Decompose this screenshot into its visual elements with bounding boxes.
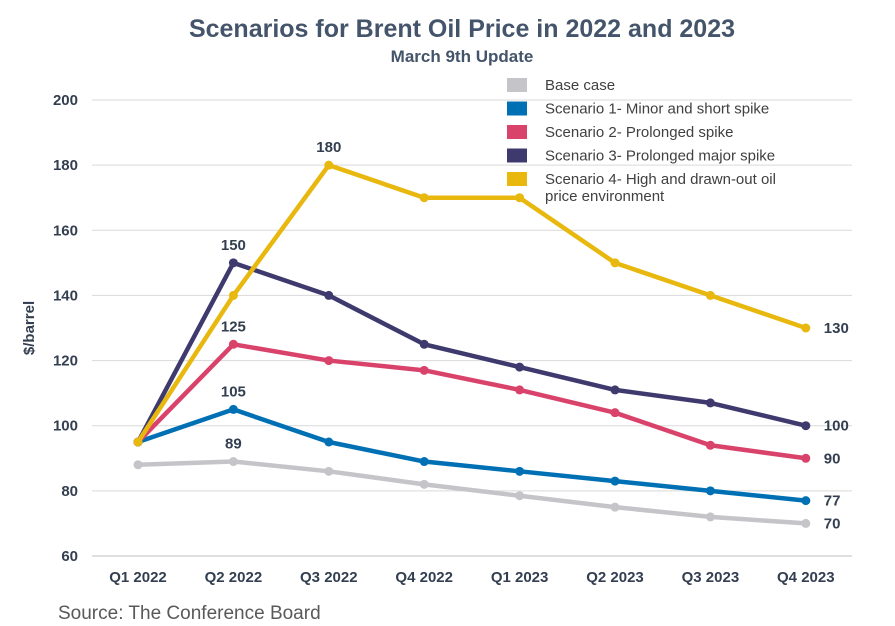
data-point [228, 290, 238, 300]
data-point [801, 421, 811, 431]
series-line [137, 459, 806, 526]
data-label: 125 [221, 318, 246, 335]
data-point [705, 440, 715, 450]
series-lines [133, 160, 811, 528]
y-axis-label: $/barrel [21, 301, 38, 355]
series-4 [133, 160, 811, 447]
data-point [515, 491, 525, 501]
series-3 [133, 258, 811, 447]
data-label: 90 [824, 450, 841, 467]
data-point [705, 512, 715, 522]
axes: 60 80 100 120 140 160 180 200 Q1 2022 Q2 2022 Q3 2… [53, 92, 852, 586]
data-point [801, 323, 811, 333]
data-point [133, 437, 143, 447]
data-label: 100 [824, 418, 849, 435]
data-point [515, 193, 525, 203]
y-tick-label: 80 [61, 483, 78, 500]
legend-swatch [507, 172, 527, 186]
data-point [324, 290, 334, 300]
chart-subtitle: March 9th Update [391, 47, 534, 66]
data-point [419, 365, 429, 375]
data-point [801, 518, 811, 528]
legend-label: price environment [545, 188, 665, 205]
data-point [324, 160, 334, 170]
legend-swatch [507, 78, 527, 92]
legend-label: Scenario 3- Prolonged major spike [545, 148, 775, 165]
data-point [324, 466, 334, 476]
x-tick-label: Q3 2023 [682, 569, 740, 586]
data-point [324, 437, 334, 447]
data-label: 150 [221, 237, 246, 254]
data-point [705, 290, 715, 300]
legend-label: Scenario 1- Minor and short spike [545, 101, 769, 118]
data-point [228, 258, 238, 268]
y-tick-label: 140 [53, 287, 78, 304]
data-point [610, 502, 620, 512]
x-tick-label: Q4 2022 [395, 569, 453, 586]
x-tick-label: Q2 2023 [586, 569, 644, 586]
chart-title: Scenarios for Brent Oil Price in 2022 an… [189, 15, 735, 43]
data-point [324, 356, 334, 366]
series-line [137, 407, 807, 503]
series-line [136, 342, 807, 461]
legend-swatch [507, 148, 527, 163]
legend-label: Scenario 4- High and drawn-out oil [545, 171, 776, 188]
source-note: Source: The Conference Board [58, 603, 321, 624]
data-point [133, 460, 143, 470]
data-point [419, 339, 429, 349]
x-tick-label: Q3 2022 [300, 569, 358, 586]
data-label: 130 [824, 320, 849, 337]
data-label: 105 [221, 383, 246, 400]
data-point [705, 398, 715, 408]
data-label: 180 [316, 139, 341, 156]
series-line [136, 162, 807, 444]
data-point [419, 457, 429, 467]
data-point [515, 362, 525, 372]
data-point [228, 457, 238, 467]
legend-label: Base case [545, 77, 615, 94]
data-point [515, 385, 525, 395]
legend-label: Scenario 2- Prolonged spike [545, 124, 733, 141]
x-tick-label: Q1 2023 [491, 569, 549, 586]
x-tick-label: Q2 2022 [205, 569, 263, 586]
x-tick-label: Q1 2022 [109, 569, 167, 586]
data-label: 77 [824, 493, 841, 510]
data-point [610, 385, 620, 395]
data-labels: 89 70 105 77 125 90 150 100 180 130 [221, 139, 849, 532]
data-point [610, 408, 620, 418]
data-point [228, 404, 238, 414]
y-tick-label: 180 [53, 157, 78, 174]
data-point [705, 486, 715, 496]
legend-swatch [507, 101, 527, 116]
data-point [801, 453, 811, 463]
data-point [419, 193, 429, 203]
data-point [515, 466, 525, 476]
data-point [610, 258, 620, 268]
data-point [801, 496, 811, 506]
data-point [228, 339, 238, 349]
legend-swatch [507, 125, 527, 139]
y-tick-label: 160 [53, 222, 78, 239]
y-tick-label: 100 [53, 418, 78, 435]
y-tick-label: 60 [61, 548, 78, 565]
data-label: 89 [225, 436, 242, 453]
y-tick-label: 200 [53, 92, 78, 109]
data-point [610, 476, 620, 486]
legend: Base case Scenario 1- Minor and short spi… [507, 77, 776, 205]
data-label: 70 [824, 515, 841, 532]
x-tick-label: Q4 2023 [777, 569, 835, 586]
series-line [136, 260, 807, 444]
data-point [419, 479, 429, 489]
series-0 [133, 457, 811, 528]
y-tick-label: 120 [53, 353, 78, 370]
